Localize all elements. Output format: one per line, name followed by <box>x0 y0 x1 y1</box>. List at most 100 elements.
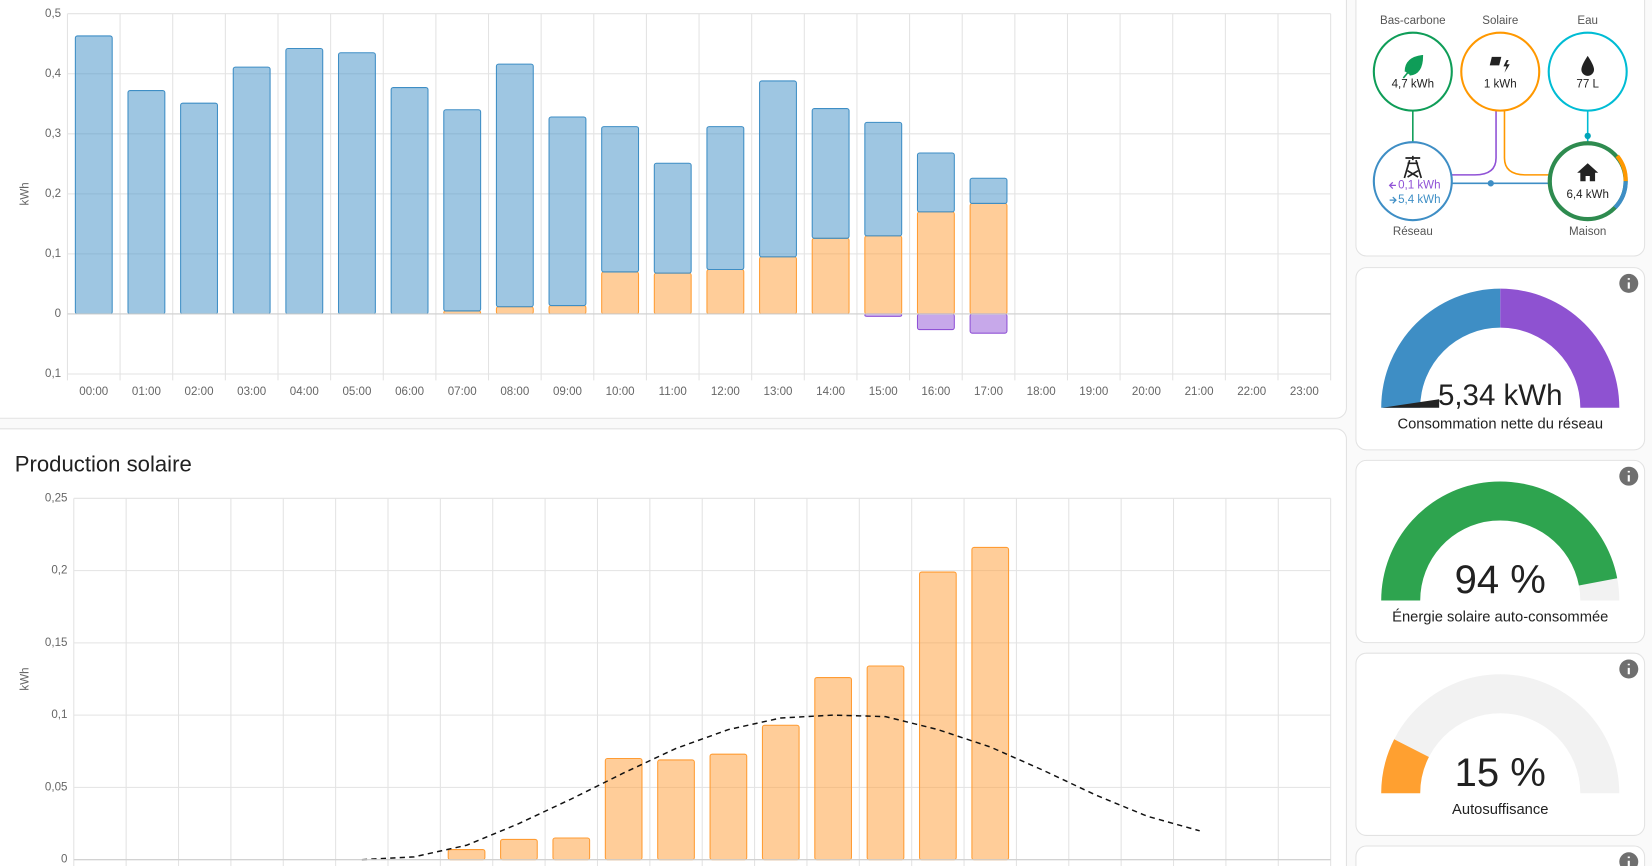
bar <box>601 271 640 315</box>
gauge-needle <box>1382 399 1440 408</box>
node-value: 6,4 kWh <box>1566 189 1608 201</box>
chart: 0,5 0,4 0,3 0,2 0,1 0 0,1 kWh 00:00 01:00 02:00 03:… <box>19 8 1332 398</box>
solar-node <box>1460 31 1541 112</box>
y-tick-label: 0,25 <box>45 492 68 504</box>
flow-line <box>1503 110 1549 176</box>
bar <box>232 66 271 315</box>
x-tick-label: 07:00 <box>448 386 477 398</box>
x-tick-label: 23:00 <box>1290 386 1319 398</box>
x-tick-label: 04:00 <box>290 386 319 398</box>
bar <box>285 47 324 315</box>
bar <box>919 571 957 861</box>
x-tick-label: 09:00 <box>553 386 582 398</box>
x-tick-label: 06:00 <box>395 386 424 398</box>
x-tick-label: 01:00 <box>132 386 161 398</box>
bar <box>706 126 745 271</box>
bar <box>969 202 1008 315</box>
bar <box>969 313 1008 334</box>
x-tick-label: 18:00 <box>1027 386 1056 398</box>
x-tick-label: 21:00 <box>1185 386 1214 398</box>
bar <box>864 121 903 237</box>
bar <box>761 724 800 861</box>
y-tick-label: 0,3 <box>45 128 61 140</box>
drop-icon <box>1581 55 1595 76</box>
gauge-arc <box>1381 739 1429 794</box>
y-axis-label: kWh <box>19 667 31 690</box>
x-tick-label: 14:00 <box>816 386 845 398</box>
bar <box>390 87 429 315</box>
bar <box>814 677 852 861</box>
bar <box>601 126 640 273</box>
gauge-arc <box>1381 481 1618 601</box>
consume-arrow <box>1389 196 1397 204</box>
bar <box>180 102 218 315</box>
bar <box>337 52 376 315</box>
leaf-icon <box>1402 54 1424 79</box>
x-tick-label: 11:00 <box>659 386 687 398</box>
return-arrow <box>1388 181 1396 190</box>
x-tick-label: 16:00 <box>921 386 950 398</box>
x-tick-label: 15:00 <box>869 386 898 398</box>
distribution-diagram: Bas-carbone 4,7 kWh Solaire 1 kWh Eau 77… <box>1372 15 1628 238</box>
bar <box>552 837 591 861</box>
bar <box>864 235 903 315</box>
bar <box>811 237 850 315</box>
bar <box>811 108 850 239</box>
tower-icon <box>1403 155 1423 179</box>
chart: 0 0,05 0,1 0,15 0,2 0,25 kWh <box>19 492 1332 866</box>
x-tick-label: 19:00 <box>1079 386 1108 398</box>
x-tick-label: 03:00 <box>237 386 266 398</box>
bar <box>74 35 113 315</box>
solar-icon <box>1489 56 1510 73</box>
node-value: 77 L <box>1576 78 1599 90</box>
x-tick-label: 00:00 <box>79 386 108 398</box>
bar <box>127 90 166 315</box>
grid-returned: 0,1 kWh <box>1398 179 1440 191</box>
node-value: 1 kWh <box>1484 78 1517 90</box>
bar <box>548 305 587 315</box>
node-label: Réseau <box>1393 226 1433 238</box>
bar <box>500 838 538 861</box>
bar <box>866 665 905 861</box>
y-tick-label: 0,1 <box>45 248 61 260</box>
y-tick-label: 0,15 <box>45 637 68 649</box>
gauge-track <box>1381 674 1620 794</box>
node-value: 4,7 kWh <box>1392 78 1434 90</box>
y-tick-label: 0,1 <box>51 709 67 721</box>
gauge-title: Énergie solaire auto-consommée <box>1392 608 1608 625</box>
node-label: Eau <box>1577 15 1598 27</box>
x-tick-label: 22:00 <box>1237 386 1266 398</box>
bar <box>709 753 748 861</box>
bar <box>653 162 692 274</box>
home-solar-share <box>1615 154 1628 182</box>
gauge-value: 94 % <box>1455 558 1546 602</box>
x-tick-label: 20:00 <box>1132 386 1161 398</box>
flow-dot <box>1487 180 1494 187</box>
bar <box>916 313 955 331</box>
gauge-value: 5,34 kWh <box>1438 379 1563 412</box>
home-grid-share <box>1613 181 1628 210</box>
gauge-arc-return <box>1500 288 1620 408</box>
info-icon <box>1619 852 1639 866</box>
line <box>361 714 1200 861</box>
x-tick-label: 08:00 <box>500 386 529 398</box>
flow-dot <box>1584 132 1591 140</box>
y-tick-label: 0,1 <box>45 368 61 380</box>
x-tick-label: 12:00 <box>711 386 740 398</box>
gauge-card <box>1355 845 1646 866</box>
bar <box>443 109 482 312</box>
home-node <box>1547 141 1628 222</box>
card-title: Production solaire <box>15 452 192 477</box>
home-icon <box>1577 163 1599 182</box>
bar <box>657 759 695 861</box>
y-tick-label: 0,05 <box>45 781 68 793</box>
grid-consumed: 5,4 kWh <box>1398 194 1440 206</box>
y-tick-label: 0 <box>61 854 67 866</box>
y-tick-label: 0,5 <box>45 8 61 20</box>
bar <box>759 256 797 315</box>
y-tick-label: 0,4 <box>45 68 62 80</box>
gauge-value: 15 % <box>1455 751 1546 795</box>
bar <box>495 306 534 315</box>
bar <box>706 268 745 315</box>
